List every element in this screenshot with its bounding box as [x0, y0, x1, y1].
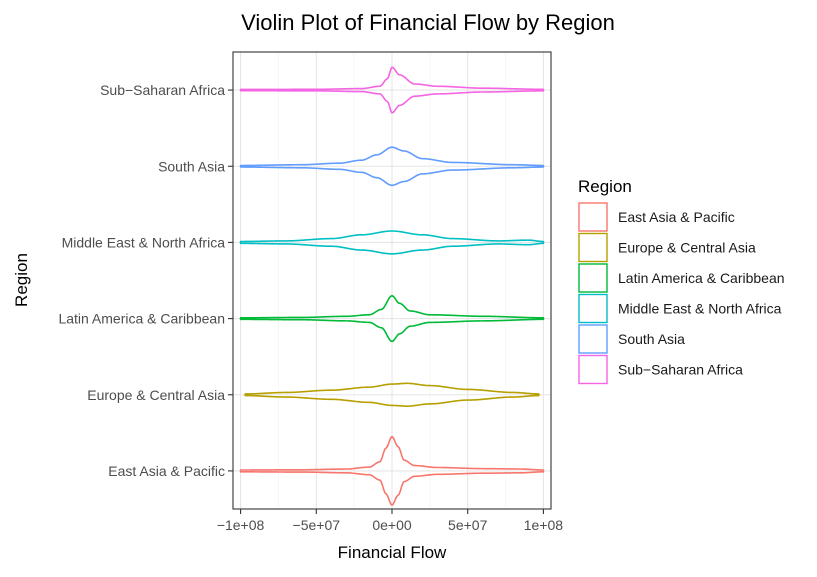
- violin-1: [239, 435, 545, 506]
- grid: [233, 52, 551, 509]
- legend-label-4: Middle East & North Africa: [618, 301, 782, 317]
- y-axis-title: Region: [12, 253, 31, 307]
- violin-2: [244, 382, 540, 407]
- legend: Region East Asia & Pacific Europe & Centr…: [578, 177, 785, 385]
- x-tick-label: −1e+08: [217, 517, 265, 533]
- legend-key-5: [578, 324, 608, 354]
- legend-label-2: Europe & Central Asia: [618, 240, 756, 256]
- legend-key-1: [578, 202, 608, 232]
- violins: [239, 66, 545, 506]
- legend-key-2: [578, 232, 608, 263]
- violin-6: [239, 66, 545, 114]
- y-tick-label: Europe & Central Asia: [87, 387, 225, 403]
- legend-key-3: [578, 263, 608, 293]
- y-tick-label: Latin America & Caribbean: [58, 311, 225, 327]
- x-tick-label: 5e+07: [448, 517, 488, 533]
- legend-label-1: East Asia & Pacific: [618, 209, 735, 225]
- plot-area: [232, 51, 552, 510]
- y-tick-label: Middle East & North Africa: [62, 234, 226, 250]
- legend-key-6: [578, 354, 608, 385]
- violin-5: [239, 146, 545, 187]
- legend-label-6: Sub−Saharan Africa: [618, 362, 743, 378]
- x-axis-title: Financial Flow: [338, 543, 447, 562]
- legend-title: Region: [578, 177, 632, 196]
- y-tick-label: East Asia & Pacific: [108, 463, 225, 479]
- x-tick-label: −5e+07: [293, 517, 341, 533]
- y-tick-label: South Asia: [158, 158, 225, 174]
- y-axis: East Asia & Pacific Europe & Central Asia…: [58, 82, 233, 479]
- x-axis: −1e+08 −5e+07 0e+00 5e+07 1e+08: [217, 509, 563, 533]
- legend-label-3: Latin America & Caribbean: [618, 270, 785, 286]
- legend-key-4: [578, 293, 608, 324]
- violin-3: [239, 294, 545, 343]
- chart-title: Violin Plot of Financial Flow by Region: [241, 10, 615, 35]
- violin-4: [239, 230, 545, 255]
- x-tick-label: 1e+08: [524, 517, 564, 533]
- legend-label-5: South Asia: [618, 331, 685, 347]
- y-tick-label: Sub−Saharan Africa: [100, 82, 225, 98]
- x-tick-label: 0e+00: [372, 517, 412, 533]
